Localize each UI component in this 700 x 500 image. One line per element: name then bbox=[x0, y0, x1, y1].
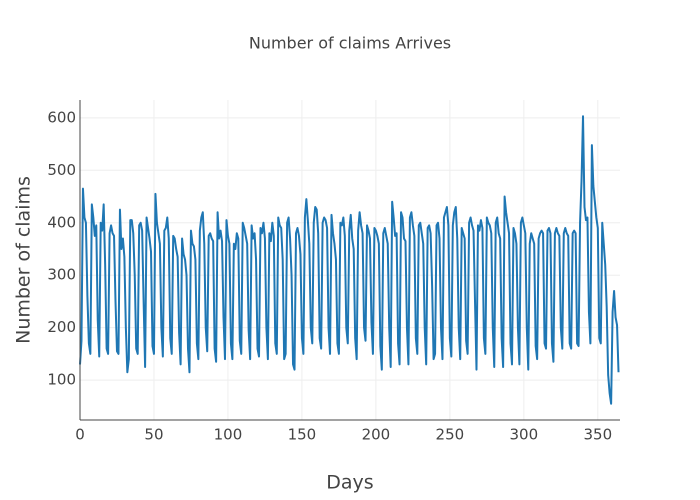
x-tick-label: 50 bbox=[144, 426, 163, 444]
x-tick-label: 250 bbox=[436, 426, 465, 444]
y-tick-label: 200 bbox=[47, 318, 76, 336]
y-tick-label: 500 bbox=[47, 161, 76, 179]
plot-area bbox=[79, 115, 620, 405]
x-tick-label: 100 bbox=[214, 426, 243, 444]
y-axis-title: Number of claims bbox=[13, 176, 35, 344]
data-line bbox=[79, 115, 620, 405]
x-tick-label: 0 bbox=[75, 426, 85, 444]
y-tick-label: 300 bbox=[47, 266, 76, 284]
y-tick-label: 100 bbox=[47, 371, 76, 389]
x-tick-label: 150 bbox=[288, 426, 317, 444]
y-tick-label: 400 bbox=[47, 213, 76, 231]
chart-title: Number of claims Arrives bbox=[249, 34, 451, 53]
y-tick-label: 600 bbox=[47, 108, 76, 126]
x-tick-label: 350 bbox=[583, 426, 612, 444]
x-axis-title: Days bbox=[326, 472, 373, 494]
x-tick-label: 200 bbox=[362, 426, 391, 444]
x-tick-label: 300 bbox=[510, 426, 539, 444]
